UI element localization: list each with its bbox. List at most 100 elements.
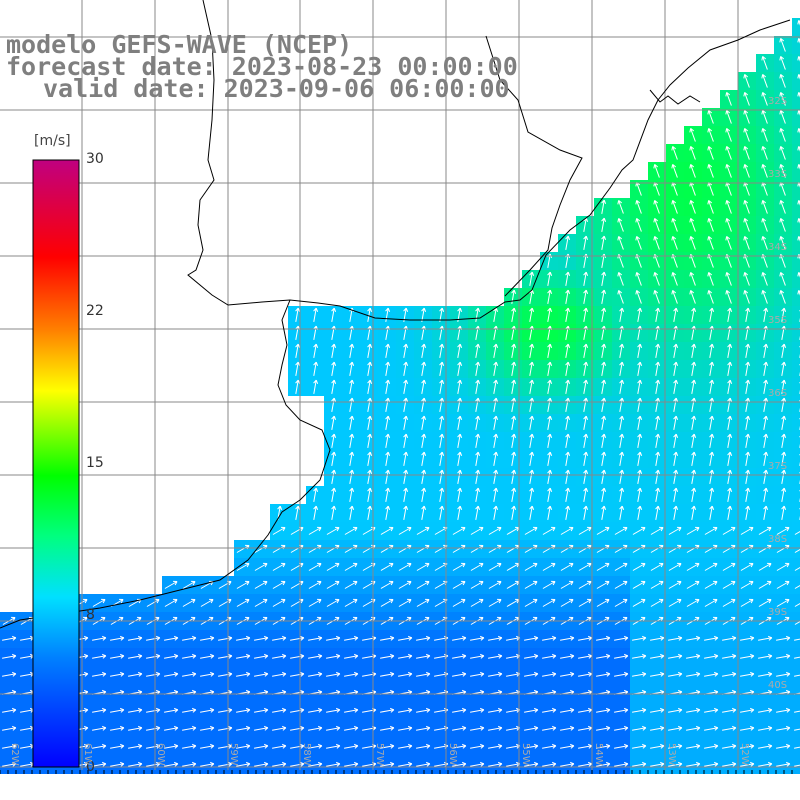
wind-arrow [272,707,287,713]
wind-arrow [632,653,647,659]
wind-arrows [2,20,800,767]
field-cell [792,396,800,414]
wind-arrow [272,580,286,589]
field-cell [792,756,800,774]
wind-arrow [779,56,786,70]
wind-arrow [614,562,628,571]
field-cell [792,306,800,324]
wind-arrow [709,505,715,520]
wind-arrow [707,236,714,250]
wind-arrow [470,598,484,607]
wind-arrow [704,743,719,749]
wind-arrow [781,379,787,394]
wind-arrow [457,415,463,430]
field-cell [792,468,800,486]
wind-arrow [725,92,732,106]
field-cell [792,36,800,54]
wind-arrow [691,469,697,484]
wind-arrow [313,505,319,520]
wind-arrow [655,361,661,376]
latitude-label: 35S [768,315,788,326]
wind-arrow [308,671,323,677]
wind-arrow [650,761,665,767]
wind-arrow [704,635,719,641]
wind-arrow [797,110,800,116]
wind-arrow [797,20,800,26]
wind-arrow [691,505,697,520]
field-cell [792,198,800,216]
wind-arrow [619,343,625,358]
wind-arrow [668,671,683,677]
wind-arrow [776,635,791,641]
wind-arrow [709,433,715,448]
wind-arrow [475,469,481,484]
wind-arrow [761,128,768,142]
wind-arrow [380,635,395,641]
field-cell [792,450,800,468]
wind-arrow [290,653,305,659]
wind-arrow [668,526,682,535]
wind-arrow [727,379,733,394]
wind-arrow [797,92,800,98]
wind-arrow [457,343,463,358]
wind-arrow [2,671,17,677]
wind-arrow [653,290,660,304]
field-cell [792,738,800,756]
wind-arrow [565,451,571,466]
wind-arrow [290,761,305,767]
wind-arrow [689,146,696,160]
wind-arrow [470,761,485,767]
wind-arrow [349,469,355,484]
wind-arrow [671,272,678,286]
wind-arrow [344,580,358,589]
wind-arrow [673,433,679,448]
wind-arrow [313,307,319,322]
wind-arrow [493,433,499,448]
wind-arrow [110,653,125,659]
wind-arrow [761,236,768,250]
wind-arrow [92,743,107,749]
wind-arrow [761,146,768,160]
wind-arrow [439,415,445,430]
wind-arrow [218,743,233,749]
wind-arrow [691,433,697,448]
valid-date: valid date: 2023-09-06 06:00:00 [43,74,510,103]
longitude-label: 52W [739,743,750,766]
wind-arrow [727,397,733,412]
wind-arrow [763,343,769,358]
wind-arrow [547,451,553,466]
field-cell [792,432,800,450]
field-cell [792,648,800,666]
wind-arrow [794,549,800,553]
wind-arrow [617,272,624,286]
wind-arrow [655,451,661,466]
wind-arrow [488,562,502,571]
wind-arrow [560,671,575,677]
wind-arrow [722,580,736,589]
wind-arrow [583,271,589,286]
wind-arrow [578,653,593,659]
field-cell [792,126,800,144]
wind-arrow [164,580,178,589]
wind-arrow [254,761,269,767]
wind-arrow [691,397,697,412]
wind-arrow [331,487,337,502]
field-cell [792,702,800,720]
model-title: modelo GEFS-WAVE (NCEP) [6,30,353,59]
wind-arrow [797,200,800,206]
wind-arrow [547,289,553,304]
wind-arrow [547,505,553,520]
wind-arrow [524,653,539,659]
wind-arrow [380,761,395,767]
wind-arrow [779,110,786,124]
wind-arrow [511,307,517,322]
wind-arrow [218,635,233,641]
wind-arrow [439,451,445,466]
wind-arrow [542,761,557,767]
wind-arrow [529,361,535,376]
wind-arrow [488,635,503,641]
wind-arrow [725,218,732,232]
wind-arrow [326,598,340,607]
wind-arrow [254,653,269,659]
wind-arrow [740,743,755,749]
